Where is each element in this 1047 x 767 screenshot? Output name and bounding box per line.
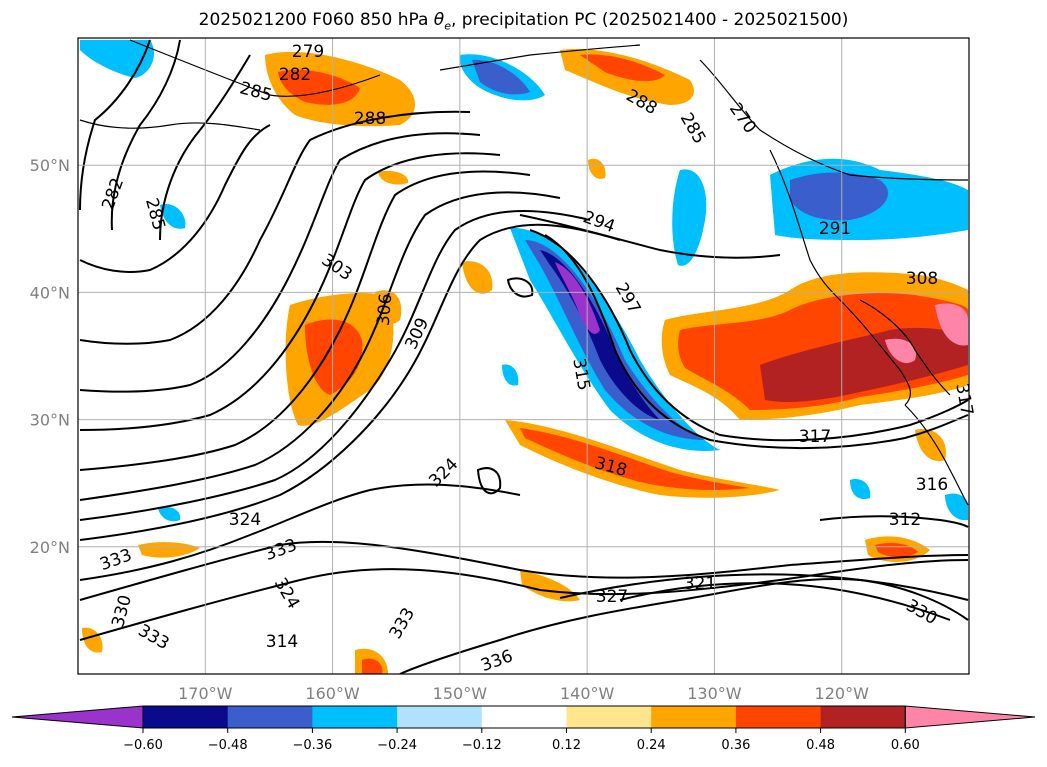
contour-label: 308 [906,269,938,289]
map-title: 2025021200 F060 850 hPa θe, precipitatio… [198,10,849,33]
lat-tick-label: 20°N [30,538,70,557]
contour-label: 288 [354,109,386,129]
lat-tick-label: 30°N [30,411,70,430]
longitude-tick-labels: 170°W 160°W 150°W 140°W 130°W 120°W [178,684,869,703]
contour-label: 291 [819,219,851,239]
coastline-layer [79,39,969,506]
map-frame [77,37,970,675]
contour-label: 317 [799,427,831,447]
lat-tick-label: 40°N [30,283,70,302]
colorbar-tick-label: 0.60 [891,738,920,753]
colorbar-segment [651,706,737,728]
contour-label: 279 [292,42,324,62]
colorbar-tick-label: 0.48 [806,738,835,753]
colorbar-extend-max [904,705,1036,729]
colorbar-segment [566,706,652,728]
contour-label: 316 [916,475,948,495]
colorbar: −0.60 −0.48 −0.36 −0.24 −0.12 0.12 0.24 0.36 0.4… [11,705,1036,753]
contour-label: 294 [580,207,617,237]
colorbar-segment [735,706,822,728]
lon-tick-label: 120°W [815,684,870,703]
lon-tick-label: 130°W [687,684,742,703]
contour-label: 330 [108,593,136,630]
lon-tick-label: 150°W [433,684,488,703]
contour-label: 314 [266,632,298,652]
lat-lon-gridlines [78,38,969,674]
contour-label: 312 [889,510,921,530]
contour-label: 285 [238,78,275,106]
colorbar-segment [481,706,567,728]
colorbar-segment [143,706,229,728]
contour-label: 282 [98,175,128,212]
colorbar-tick-label: 0.12 [552,738,581,753]
lon-tick-label: 170°W [178,684,233,703]
colorbar-tick-label: −0.12 [462,738,502,753]
contour-label: 306 [374,293,397,327]
theta-e-contours [79,39,969,674]
colorbar-segment [820,706,906,728]
lon-tick-label: 160°W [305,684,360,703]
contour-label: 315 [568,357,593,392]
contour-label: 336 [478,646,515,676]
colorbar-tick-label: 0.24 [637,738,666,753]
contour-label: 327 [596,587,628,607]
colorbar-extend-min [11,705,144,729]
colorbar-tick-label: −0.48 [208,738,248,753]
contour-label: 324 [229,510,261,530]
lat-tick-label: 50°N [30,156,70,175]
contour-label: 333 [262,535,299,565]
colorbar-tick-label: −0.24 [377,738,417,753]
contour-label: 282 [279,65,311,85]
colorbar-segment [227,706,313,728]
lon-tick-label: 140°W [560,684,615,703]
colorbar-tick-label: 0.36 [721,738,750,753]
colorbar-tick-label: −0.60 [123,738,163,753]
colorbar-segment [397,706,483,728]
colorbar-segment [312,706,398,728]
colorbar-tick-label: −0.36 [292,738,332,753]
contour-label: 317 [951,382,976,417]
contour-label: 321 [684,574,716,594]
latitude-tick-labels: 50°N 40°N 30°N 20°N [30,156,70,557]
